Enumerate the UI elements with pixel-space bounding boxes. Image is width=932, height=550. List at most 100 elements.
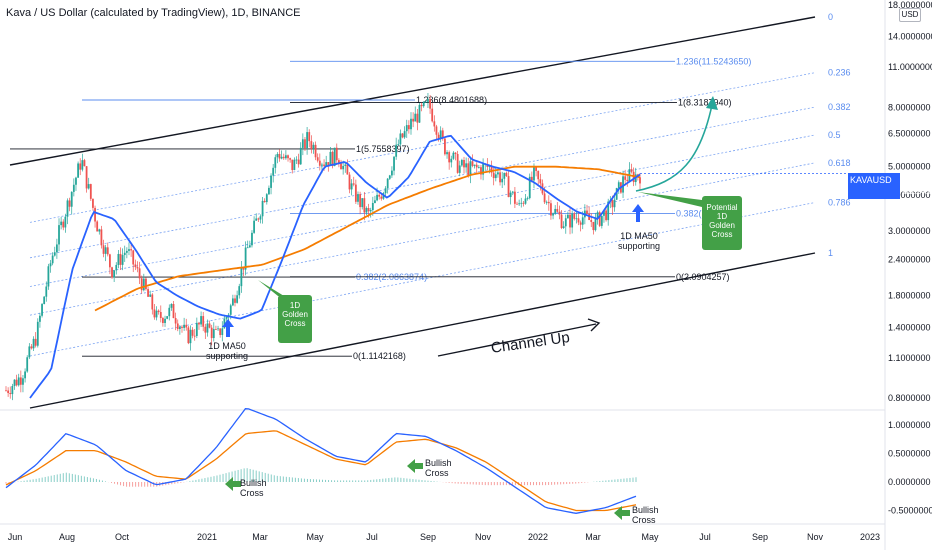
candle-body — [543, 193, 546, 203]
candle-body — [268, 187, 270, 195]
chart-title: Kava / US Dollar (calculated by TradingV… — [6, 7, 301, 19]
candle-body — [195, 322, 198, 336]
candle-body — [100, 229, 103, 246]
candle-body — [310, 141, 313, 149]
candle-body — [206, 323, 209, 333]
candle-body — [176, 323, 179, 330]
candle-body — [513, 191, 516, 204]
candle-body — [274, 157, 277, 168]
candle-body — [363, 198, 366, 213]
candle-body — [248, 245, 251, 248]
candle-body — [427, 98, 429, 102]
candle-body — [556, 208, 559, 212]
projection-arrowhead — [706, 96, 718, 110]
candle-body — [98, 229, 101, 232]
ma50-line — [29, 134, 641, 399]
time-axis-label: Jul — [699, 532, 711, 542]
ma50-support-label-1: 1D MA50 supporting — [206, 341, 249, 361]
candle-body — [371, 202, 374, 211]
channel-fib-line — [29, 106, 816, 259]
candle-body — [68, 200, 71, 207]
candle-body — [340, 163, 342, 170]
candle-body — [393, 156, 395, 171]
candle-body — [477, 167, 480, 168]
left-fib-level-label: 0(1.1142168) — [353, 351, 406, 361]
channel-fib-label: 0.618 — [828, 158, 851, 168]
right-fib-level-label: 0.382(3. — [676, 209, 709, 219]
candle-body — [41, 304, 43, 316]
bullish-cross-arrow-1 — [225, 477, 241, 491]
candle-body — [454, 152, 457, 154]
candle-body — [255, 218, 258, 221]
time-axis-label: Nov — [807, 532, 824, 542]
candle-body — [335, 147, 338, 161]
candle-body — [301, 139, 304, 148]
candle-body — [537, 170, 540, 180]
time-axis-label: Jun — [8, 532, 23, 542]
candle-body — [34, 338, 37, 346]
candle-body — [321, 164, 323, 166]
candle-body — [463, 159, 465, 168]
candle-body — [329, 151, 332, 166]
candle-body — [299, 147, 302, 165]
candle-body — [145, 278, 147, 290]
candle-body — [528, 176, 531, 199]
candle-body — [229, 305, 232, 315]
channel-fib-line — [29, 72, 816, 223]
candle-body — [280, 156, 283, 159]
candle-body — [507, 176, 510, 198]
candle-body — [590, 220, 593, 222]
candle-body — [242, 268, 245, 270]
time-axis-label: May — [641, 532, 659, 542]
candle-body — [208, 323, 211, 328]
candle-body — [295, 159, 298, 161]
right-fib-level-label: 0(2.0904257) — [676, 272, 730, 282]
candle-body — [545, 201, 548, 203]
candle-body — [187, 327, 190, 344]
candle-body — [159, 312, 162, 319]
candle-body — [503, 172, 506, 179]
candle-body — [361, 198, 364, 208]
candle-body — [244, 247, 247, 270]
candle-body — [516, 203, 518, 205]
candle-body — [494, 174, 497, 179]
candle-body — [547, 201, 550, 204]
candle-body — [331, 151, 334, 167]
support-arrow-2 — [632, 204, 644, 222]
candle-body — [32, 338, 35, 349]
candle-body — [480, 167, 482, 175]
candle-body — [28, 346, 31, 358]
macd-axis-label: -0.5000000 — [888, 506, 932, 516]
candle-body — [193, 335, 196, 337]
candle-body — [53, 252, 56, 256]
time-axis-label: Sep — [752, 532, 768, 542]
candle-body — [210, 327, 213, 339]
price-tag-symbol: KAVAUSD — [850, 175, 892, 185]
candle-body — [626, 179, 629, 182]
candle-body — [613, 199, 616, 208]
candle-body — [350, 183, 353, 190]
candle-body — [83, 160, 86, 167]
macd-signal-line — [5, 430, 637, 512]
candle-body — [450, 158, 453, 163]
golden-cross-box-1: 1D Golden Cross — [278, 295, 312, 343]
candle-body — [535, 166, 538, 171]
candle-body — [473, 164, 476, 166]
currency-badge[interactable]: USD — [899, 8, 921, 22]
candle-body — [157, 310, 160, 313]
candle-body — [522, 202, 525, 204]
candle-body — [524, 198, 527, 204]
candle-body — [49, 263, 52, 267]
candle-body — [338, 160, 340, 164]
candle-body — [155, 310, 158, 318]
candle-body — [259, 216, 262, 220]
candle-body — [431, 108, 434, 122]
candle-body — [125, 250, 128, 253]
candle-body — [115, 264, 118, 271]
macd-axis-label: 1.0000000 — [888, 420, 931, 430]
candle-body — [615, 188, 618, 200]
candle-body — [276, 153, 279, 158]
candle-body — [62, 221, 65, 228]
